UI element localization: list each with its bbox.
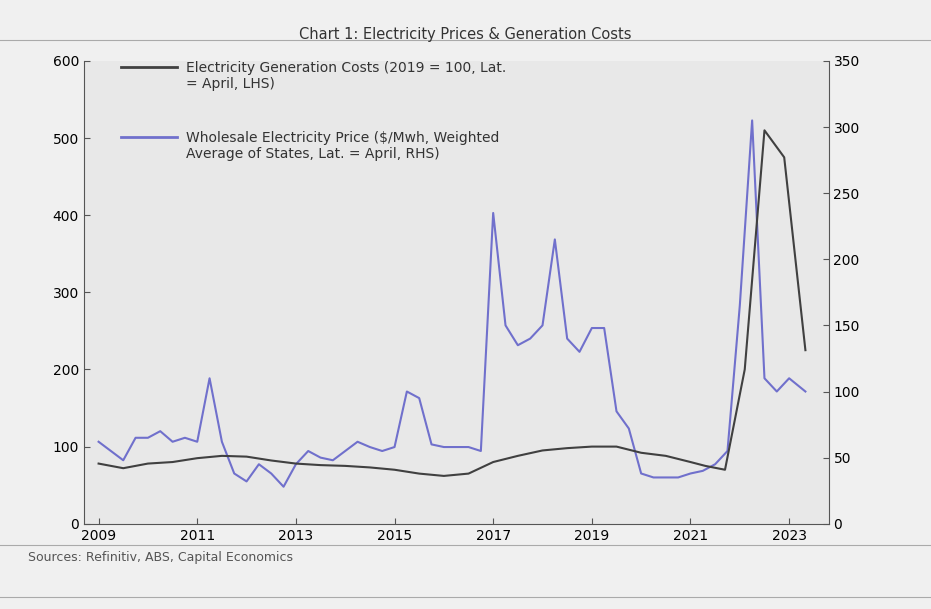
Text: Electricity Generation Costs (2019 = 100, Lat.
= April, LHS): Electricity Generation Costs (2019 = 100… bbox=[186, 61, 506, 91]
Text: Chart 1: Electricity Prices & Generation Costs: Chart 1: Electricity Prices & Generation… bbox=[299, 27, 632, 43]
Text: Sources: Refinitiv, ABS, Capital Economics: Sources: Refinitiv, ABS, Capital Economi… bbox=[28, 551, 293, 564]
Text: Wholesale Electricity Price ($/Mwh, Weighted
Average of States, Lat. = April, RH: Wholesale Electricity Price ($/Mwh, Weig… bbox=[186, 131, 500, 161]
